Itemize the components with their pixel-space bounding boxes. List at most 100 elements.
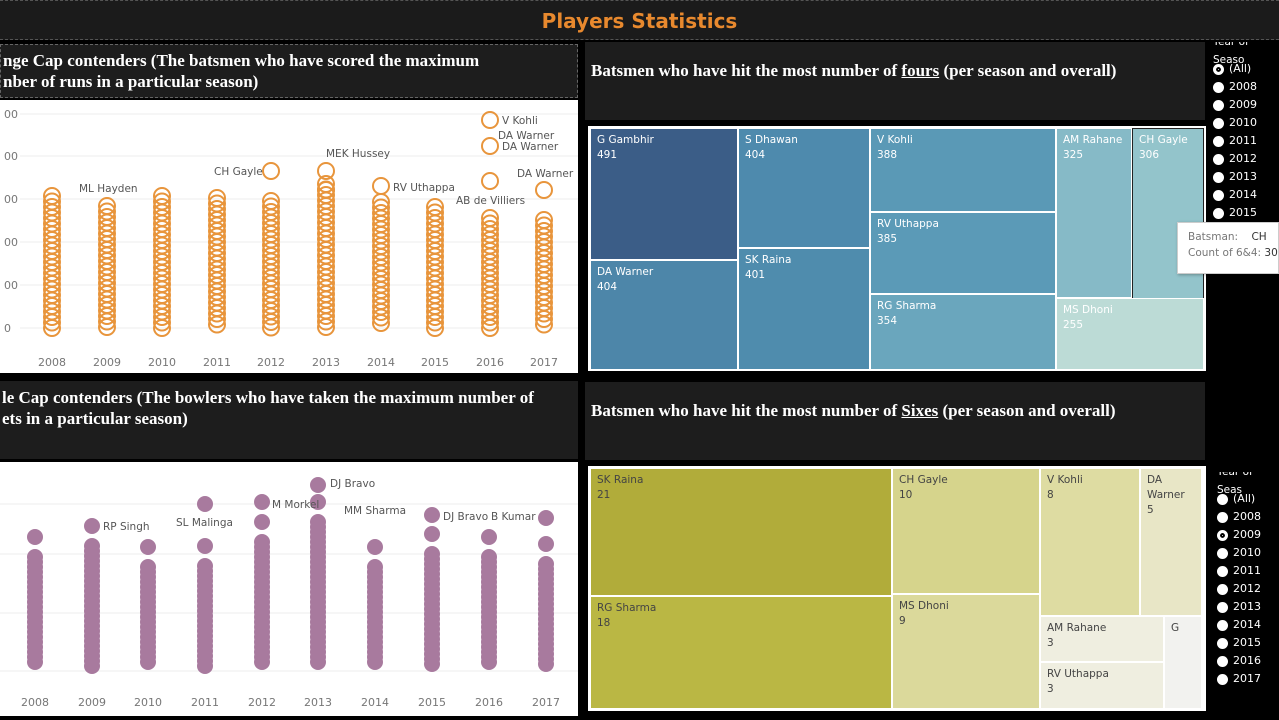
run-point[interactable] xyxy=(153,313,171,332)
treemap-cell[interactable]: RV Uthappa 385 xyxy=(870,212,1056,294)
treemap-cell[interactable]: SK Raina 401 xyxy=(738,248,870,370)
season-option-2017[interactable]: 2017 xyxy=(1217,670,1279,688)
season-option-2015[interactable]: 2015 xyxy=(1217,634,1279,652)
run-point[interactable] xyxy=(372,308,390,327)
top-scorer-point[interactable] xyxy=(317,181,335,199)
run-point[interactable] xyxy=(43,319,61,337)
season-option-2014[interactable]: 2014 xyxy=(1213,186,1279,204)
run-point[interactable] xyxy=(372,314,390,332)
radio-button[interactable] xyxy=(1213,99,1224,111)
radio-button[interactable] xyxy=(1213,171,1224,183)
top-bowler-point[interactable] xyxy=(140,539,156,555)
treemap-cell[interactable]: AM Rahane 325 xyxy=(1056,128,1132,298)
radio-button[interactable] xyxy=(1217,655,1228,667)
season-option-2008[interactable]: 2008 xyxy=(1217,508,1279,526)
run-point[interactable] xyxy=(43,313,61,332)
season-option-2013[interactable]: 2013 xyxy=(1213,168,1279,186)
radio-button[interactable] xyxy=(1213,135,1224,147)
radio-button[interactable] xyxy=(1213,189,1224,201)
wicket-point[interactable] xyxy=(538,656,554,672)
top-bowler-point[interactable] xyxy=(424,526,440,542)
wicket-point[interactable] xyxy=(310,654,326,670)
top-bowler-point[interactable] xyxy=(197,496,213,512)
radio-button[interactable] xyxy=(1217,547,1228,559)
treemap-cell[interactable]: AM Rahane 3 xyxy=(1040,616,1164,662)
wicket-point[interactable] xyxy=(254,654,270,670)
radio-button[interactable] xyxy=(1217,583,1228,595)
season-option-2011[interactable]: 2011 xyxy=(1217,562,1279,580)
run-point[interactable] xyxy=(98,307,116,325)
run-point[interactable] xyxy=(153,319,171,337)
top-bowler-point[interactable] xyxy=(310,477,326,493)
radio-button[interactable] xyxy=(1217,529,1228,541)
run-point[interactable] xyxy=(317,307,335,325)
run-point[interactable] xyxy=(262,307,280,326)
radio-button[interactable] xyxy=(1213,63,1224,75)
wicket-point[interactable] xyxy=(140,654,156,670)
top-scorer-point[interactable] xyxy=(481,172,499,190)
top-bowler-point[interactable] xyxy=(481,529,497,545)
run-point[interactable] xyxy=(98,312,116,331)
run-point[interactable] xyxy=(262,313,280,331)
treemap-cell[interactable]: RV Uthappa 3 xyxy=(1040,662,1164,709)
treemap-cell[interactable]: S Dhawan 404 xyxy=(738,128,870,248)
treemap-cell[interactable]: SK Raina 21 xyxy=(590,468,892,596)
treemap-cell[interactable]: G xyxy=(1164,616,1202,709)
run-point[interactable] xyxy=(317,318,335,336)
radio-button[interactable] xyxy=(1213,81,1224,93)
run-point[interactable] xyxy=(98,318,116,336)
wicket-point[interactable] xyxy=(27,654,43,670)
radio-button[interactable] xyxy=(1213,207,1224,219)
season-option-2010[interactable]: 2010 xyxy=(1213,114,1279,132)
radio-button[interactable] xyxy=(1217,673,1228,685)
treemap-cell[interactable]: CH Gayle 306 xyxy=(1132,128,1204,300)
top-scorer-point[interactable] xyxy=(317,162,335,180)
season-option-all[interactable]: (All) xyxy=(1213,60,1279,78)
wicket-point[interactable] xyxy=(84,658,100,674)
radio-button[interactable] xyxy=(1213,153,1224,165)
treemap-cell[interactable]: V Kohli 388 xyxy=(870,128,1056,212)
radio-button[interactable] xyxy=(1217,493,1228,505)
treemap-cell[interactable]: RG Sharma 354 xyxy=(870,294,1056,370)
top-bowler-point[interactable] xyxy=(367,539,383,555)
run-point[interactable] xyxy=(481,313,499,332)
wicket-point[interactable] xyxy=(481,654,497,670)
run-point[interactable] xyxy=(481,319,499,337)
run-point[interactable] xyxy=(153,308,171,326)
season-option-2011[interactable]: 2011 xyxy=(1213,132,1279,150)
treemap-cell[interactable]: G Gambhir 491 xyxy=(590,128,738,260)
wicket-point[interactable] xyxy=(424,656,440,672)
run-point[interactable] xyxy=(43,308,61,326)
top-bowler-point[interactable] xyxy=(84,518,100,534)
treemap-cell[interactable]: MS Dhoni 255 xyxy=(1056,298,1204,370)
run-point[interactable] xyxy=(372,303,390,321)
top-bowler-point[interactable] xyxy=(254,514,270,530)
top-scorer-point[interactable] xyxy=(262,162,280,180)
season-option-all[interactable]: (All) xyxy=(1217,490,1279,508)
season-option-2016[interactable]: 2016 xyxy=(1217,652,1279,670)
wicket-point[interactable] xyxy=(197,658,213,674)
season-option-2013[interactable]: 2013 xyxy=(1217,598,1279,616)
top-scorer-point[interactable] xyxy=(535,181,553,199)
run-point[interactable] xyxy=(426,308,444,326)
run-point[interactable] xyxy=(262,318,280,337)
run-point[interactable] xyxy=(426,319,444,337)
run-point[interactable] xyxy=(535,315,553,334)
treemap-cell[interactable]: CH Gayle 10 xyxy=(892,468,1040,594)
season-option-2014[interactable]: 2014 xyxy=(1217,616,1279,634)
radio-button[interactable] xyxy=(1217,619,1228,631)
top-bowler-point[interactable] xyxy=(538,510,554,526)
season-option-2012[interactable]: 2012 xyxy=(1217,580,1279,598)
treemap-cell[interactable]: MS Dhoni 9 xyxy=(892,594,1040,709)
run-point[interactable] xyxy=(208,304,226,323)
run-point[interactable] xyxy=(317,312,335,331)
radio-button[interactable] xyxy=(1213,117,1224,129)
treemap-cell[interactable]: DA Warner 5 xyxy=(1140,468,1202,616)
treemap-cell[interactable]: V Kohli 8 xyxy=(1040,468,1140,616)
top-bowler-point[interactable] xyxy=(254,494,270,510)
radio-button[interactable] xyxy=(1217,601,1228,613)
top-bowler-point[interactable] xyxy=(310,494,326,510)
season-option-2008[interactable]: 2008 xyxy=(1213,78,1279,96)
top-bowler-point[interactable] xyxy=(27,529,43,545)
